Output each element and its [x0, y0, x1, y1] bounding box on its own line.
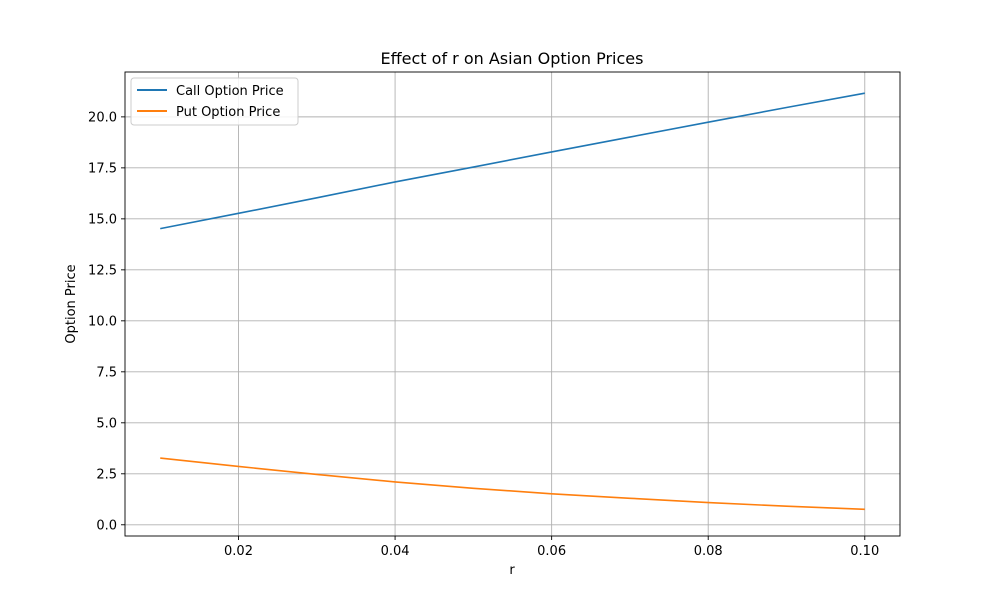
x-tick-label: 0.06 [537, 544, 566, 559]
y-tick-label: 15.0 [88, 212, 117, 227]
legend-box [130, 77, 299, 126]
x-axis-ticks: 0.02 0.04 0.06 0.08 0.10 [224, 536, 879, 559]
y-tick-label: 5.0 [96, 416, 117, 431]
y-tick-label: 10.0 [88, 314, 117, 329]
y-axis-label: Option Price [64, 264, 79, 343]
x-axis-label: r [509, 563, 515, 578]
legend-label-put: Put Option Price [176, 105, 280, 120]
series-lines [160, 92, 865, 511]
series-line-put [160, 457, 865, 511]
x-tick-label: 0.08 [694, 544, 723, 559]
x-tick-label: 0.02 [224, 544, 253, 559]
y-axis-ticks: 0.0 2.5 5.0 7.5 10.0 12.5 15.0 17.5 20.0 [88, 110, 125, 533]
plot-area-frame [124, 71, 901, 537]
y-tick-label: 12.5 [88, 263, 117, 278]
y-tick-label: 0.0 [96, 518, 117, 533]
y-tick-label: 20.0 [88, 110, 117, 125]
grid-lines [125, 72, 900, 536]
y-tick-label: 17.5 [88, 161, 117, 176]
legend: Call Option Price Put Option Price [130, 77, 299, 126]
y-tick-label: 2.5 [96, 467, 117, 482]
y-tick-label: 7.5 [96, 365, 117, 380]
legend-label-call: Call Option Price [176, 84, 284, 99]
x-tick-label: 0.04 [381, 544, 410, 559]
chart-title: Effect of r on Asian Option Prices [381, 49, 644, 68]
x-tick-label: 0.10 [850, 544, 879, 559]
series-line-call [160, 92, 865, 230]
